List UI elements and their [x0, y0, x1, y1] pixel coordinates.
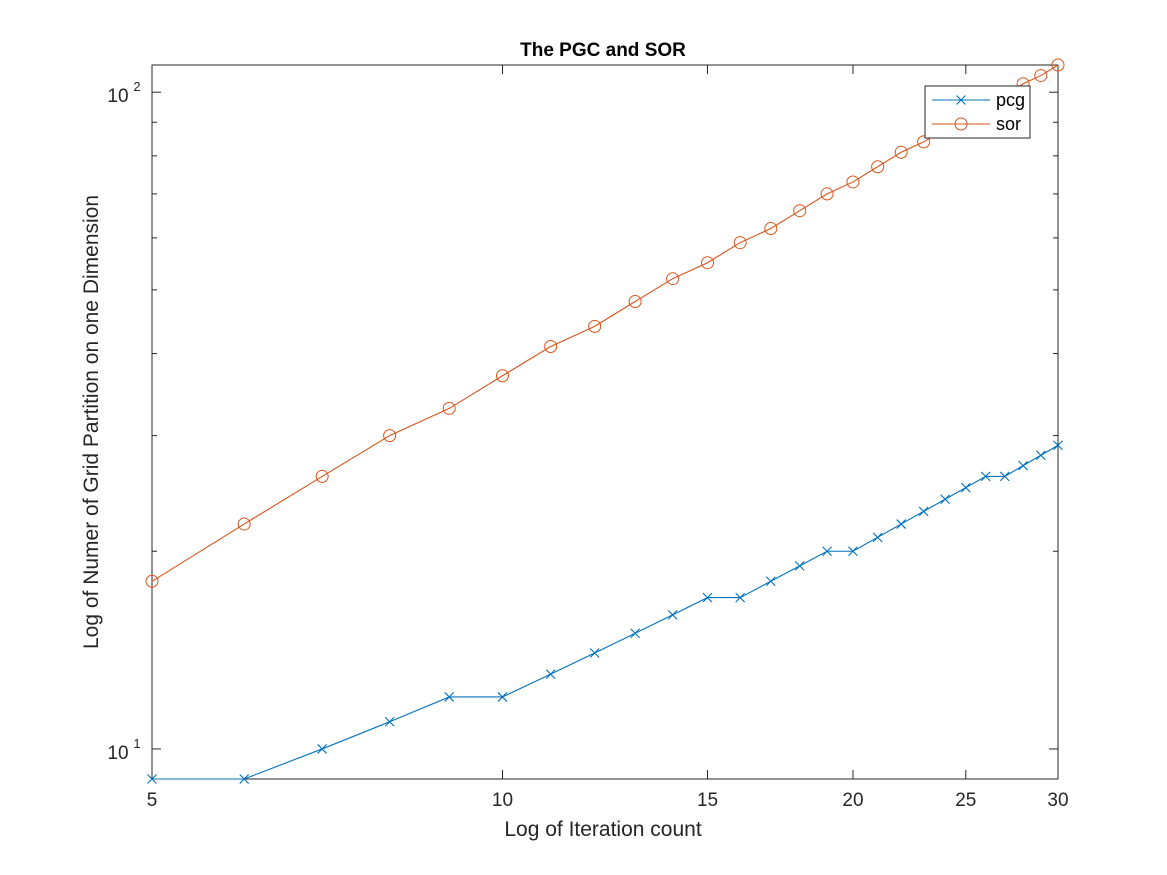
data-point-pcg [702, 592, 713, 603]
data-point-sor [383, 429, 397, 443]
data-point-sor [544, 339, 558, 353]
x-tick-label: 5 [147, 790, 158, 811]
data-point-sor [793, 204, 807, 218]
legend-marker [954, 117, 968, 131]
x-tick-label: 30 [1047, 790, 1068, 811]
data-point-pcg [589, 648, 600, 658]
data-point-pcg [147, 774, 157, 784]
plot-area [151, 64, 1059, 780]
data-point-pcg [940, 494, 951, 505]
legend-label: pcg [996, 90, 1025, 110]
legend-box [924, 85, 1031, 139]
data-point-pcg [384, 716, 395, 727]
data-point-pcg [1053, 440, 1063, 451]
data-point-sor [733, 236, 747, 250]
data-point-sor [145, 574, 159, 588]
x-tick-label: 20 [842, 790, 863, 811]
data-point-pcg [497, 692, 508, 702]
data-point-pcg [872, 532, 883, 543]
data-point-pcg [980, 471, 991, 482]
y-tick-base: 10 [107, 743, 128, 764]
data-point-sor [917, 135, 931, 149]
legend-label: sor [996, 114, 1021, 134]
x-tick-label: 10 [492, 790, 513, 811]
data-point-sor [871, 160, 885, 174]
x-tick-label: 25 [955, 790, 976, 811]
legend-item-sor: sor [932, 114, 1021, 134]
x-axis-label: Log of Iteration count [504, 818, 701, 841]
data-point-sor [588, 319, 602, 333]
data-point-sor [628, 295, 642, 309]
data-point-sor [764, 222, 778, 236]
data-point-sor [237, 517, 251, 531]
data-point-sor [701, 256, 715, 270]
data-point-sor [1051, 58, 1065, 72]
data-point-pcg [765, 576, 776, 587]
data-point-pcg [1018, 460, 1028, 471]
data-point-pcg [918, 506, 929, 517]
series-pcg [147, 440, 1063, 784]
y-tick-label: 10 2 [107, 79, 140, 107]
data-point-pcg [667, 610, 678, 620]
data-point-pcg [239, 774, 250, 784]
y-axis-label: Log of Numer of Grid Partition on one Di… [80, 195, 103, 649]
y-tick-exponent: 1 [133, 736, 140, 751]
data-point-pcg [960, 482, 971, 493]
data-point-pcg [794, 560, 805, 571]
data-point-sor [894, 145, 908, 159]
data-point-pcg [317, 744, 328, 754]
data-point-pcg [896, 519, 907, 529]
data-point-sor [442, 401, 456, 415]
x-tick-label: 15 [697, 790, 718, 811]
data-point-sor [666, 272, 680, 286]
y-tick-label: 10 1 [107, 736, 140, 764]
data-point-sor [820, 187, 834, 201]
series-line-pcg [152, 444, 1059, 780]
data-point-pcg [545, 669, 556, 680]
data-point-pcg [735, 592, 746, 603]
data-point-pcg [1035, 450, 1046, 461]
y-tick-exponent: 2 [133, 79, 140, 94]
data-point-sor [315, 469, 329, 483]
chart-title: The PGC and SOR [520, 40, 686, 61]
y-tick-base: 10 [107, 86, 128, 107]
legend: pcg sor [924, 85, 1031, 139]
data-point-sor [495, 369, 509, 383]
data-point-pcg [822, 546, 832, 557]
legend-item-pcg: pcg [932, 90, 1025, 110]
data-point-pcg [848, 546, 858, 557]
data-point-pcg [999, 471, 1010, 482]
legend-marker [956, 95, 966, 105]
data-point-sor [1034, 69, 1048, 83]
data-point-sor [846, 175, 860, 189]
axis-ticks: 5 10 15 20 25 30 10 1 10 2 [107, 65, 1069, 811]
data-point-pcg [444, 692, 455, 702]
data-point-pcg [630, 628, 641, 639]
